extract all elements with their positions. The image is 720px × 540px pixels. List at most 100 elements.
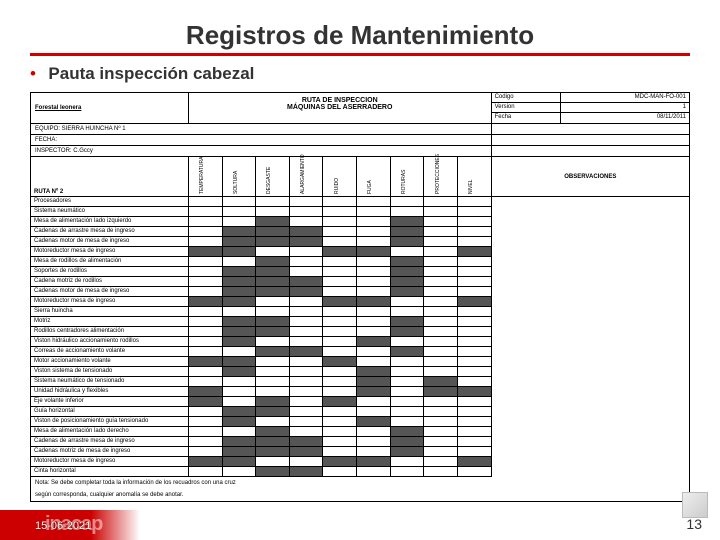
page-corner-icon bbox=[682, 492, 708, 518]
check-cell bbox=[391, 407, 424, 417]
row-label: Cadenas motriz de mesa de ingreso bbox=[31, 447, 188, 457]
check-cell bbox=[223, 247, 256, 257]
check-cell bbox=[391, 437, 424, 447]
check-cell bbox=[323, 247, 356, 257]
check-cell bbox=[323, 217, 356, 227]
check-cell bbox=[391, 207, 424, 217]
check-cell bbox=[290, 427, 323, 437]
check-cell bbox=[323, 347, 356, 357]
check-cell bbox=[458, 327, 491, 337]
check-cell bbox=[424, 367, 457, 377]
row-label: Guía horizontal bbox=[31, 407, 188, 417]
check-cell bbox=[323, 337, 356, 347]
row-label: Motor accionamiento volante bbox=[31, 357, 188, 367]
check-cell bbox=[424, 387, 457, 397]
inspection-grid: RUTA Nº 2 ProcesadoresSistema neumáticoM… bbox=[31, 157, 689, 477]
version-label: Version bbox=[492, 103, 561, 112]
check-cell bbox=[357, 417, 390, 427]
check-cell bbox=[424, 197, 457, 207]
check-cell bbox=[357, 347, 390, 357]
check-cell bbox=[189, 217, 222, 227]
inspection-form: Forestal leonera RUTA DE INSPECCION MÁQU… bbox=[30, 92, 690, 502]
check-cell bbox=[223, 317, 256, 327]
check-cell bbox=[189, 357, 222, 367]
check-cell bbox=[256, 287, 289, 297]
check-cell bbox=[391, 427, 424, 437]
check-cell bbox=[424, 277, 457, 287]
check-cell bbox=[189, 397, 222, 407]
check-cell bbox=[424, 347, 457, 357]
version-value: 1 bbox=[561, 103, 689, 112]
title-underline bbox=[30, 53, 690, 56]
check-cell bbox=[458, 347, 491, 357]
check-cell bbox=[256, 267, 289, 277]
check-cell bbox=[424, 217, 457, 227]
check-cell bbox=[323, 287, 356, 297]
check-cell bbox=[290, 377, 323, 387]
check-cell bbox=[424, 467, 457, 477]
check-cell bbox=[189, 297, 222, 307]
check-cell bbox=[323, 387, 356, 397]
check-cell bbox=[424, 407, 457, 417]
check-cell bbox=[357, 337, 390, 347]
check-cell bbox=[391, 357, 424, 367]
check-cell bbox=[391, 337, 424, 347]
check-cell bbox=[458, 257, 491, 267]
check-cell bbox=[357, 297, 390, 307]
row-label: Cadenas de arrastre mesa de ingreso bbox=[31, 437, 188, 447]
check-cell bbox=[458, 307, 491, 317]
check-cell bbox=[223, 257, 256, 267]
check-cell bbox=[424, 247, 457, 257]
check-cell bbox=[323, 197, 356, 207]
check-cell bbox=[323, 467, 356, 477]
check-cell bbox=[223, 277, 256, 287]
check-cell bbox=[458, 457, 491, 467]
check-cell bbox=[323, 367, 356, 377]
check-cell bbox=[391, 387, 424, 397]
subtitle-text: Pauta inspección cabezal bbox=[48, 64, 254, 83]
check-cell bbox=[458, 197, 491, 207]
check-cell bbox=[458, 207, 491, 217]
check-cell bbox=[223, 197, 256, 207]
check-cell bbox=[357, 457, 390, 467]
check-cell bbox=[189, 367, 222, 377]
check-header: ALARGAMIENTO bbox=[301, 154, 306, 194]
check-cell bbox=[323, 447, 356, 457]
check-cell bbox=[458, 287, 491, 297]
check-cell bbox=[391, 197, 424, 207]
check-cell bbox=[189, 247, 222, 257]
check-cell bbox=[458, 317, 491, 327]
check-cell bbox=[323, 427, 356, 437]
row-names-column: RUTA Nº 2 ProcesadoresSistema neumáticoM… bbox=[31, 157, 189, 477]
check-cell bbox=[189, 227, 222, 237]
check-cell bbox=[189, 317, 222, 327]
check-cell bbox=[458, 407, 491, 417]
row-label: Correas de accionamiento volante bbox=[31, 347, 188, 357]
check-cell bbox=[391, 467, 424, 477]
check-cell bbox=[256, 397, 289, 407]
check-cell bbox=[357, 447, 390, 457]
row-label: Procesadores bbox=[31, 197, 188, 207]
check-cell bbox=[458, 357, 491, 367]
check-cell bbox=[189, 207, 222, 217]
row-label: Soportes de rodillos bbox=[31, 267, 188, 277]
check-header: FUGA bbox=[368, 180, 373, 194]
ruta-label: RUTA Nº 2 bbox=[31, 157, 188, 197]
check-cell bbox=[189, 347, 222, 357]
check-cell bbox=[424, 327, 457, 337]
row-label: Mesa de alimentación lado izquierdo bbox=[31, 217, 188, 227]
check-cell bbox=[323, 237, 356, 247]
check-cell bbox=[458, 367, 491, 377]
check-cell bbox=[256, 227, 289, 237]
check-cell bbox=[357, 267, 390, 277]
check-cell bbox=[256, 257, 289, 267]
row-label: Rodillos centradores alimentación bbox=[31, 327, 188, 337]
check-cell bbox=[357, 247, 390, 257]
check-cell bbox=[256, 407, 289, 417]
check-cell bbox=[290, 247, 323, 257]
check-cell bbox=[189, 287, 222, 297]
check-cell bbox=[223, 337, 256, 347]
check-cell bbox=[256, 427, 289, 437]
check-cell bbox=[357, 307, 390, 317]
check-cell bbox=[290, 307, 323, 317]
